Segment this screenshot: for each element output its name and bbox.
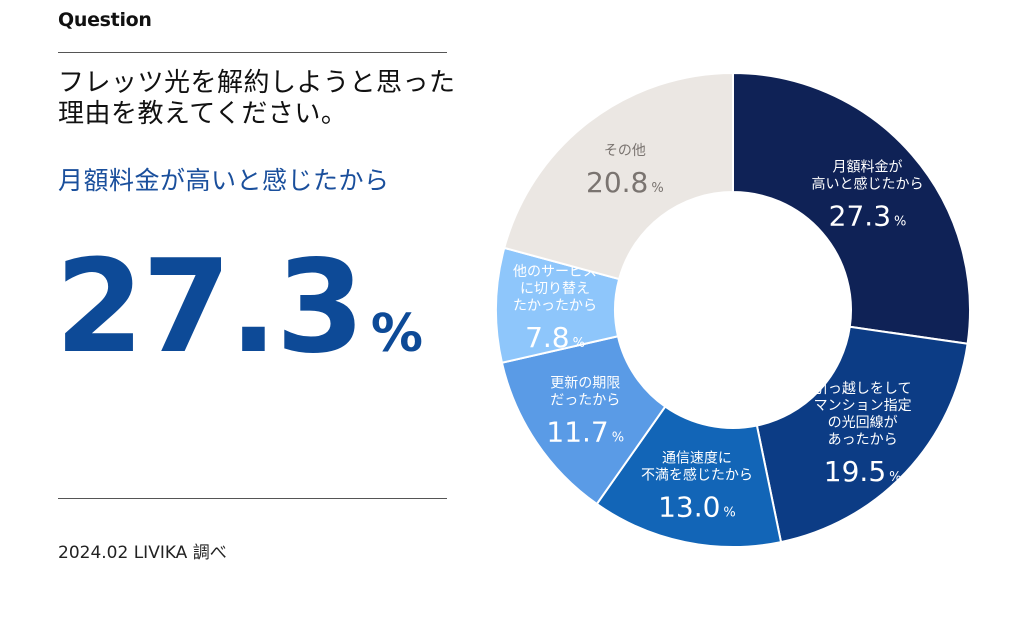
slice-label-3-line-0: 更新の期限 (550, 375, 620, 391)
highlight-answer: 月額料金が高いと感じたから (58, 166, 390, 195)
slice-label-1-line-3: あったから (828, 432, 898, 448)
question-line-2: 理由を教えてください。 (58, 99, 348, 129)
question-label: Question (58, 9, 152, 31)
bottom-divider (58, 498, 447, 499)
slice-label-1-line-0: 引っ越しをして (814, 381, 912, 397)
slice-label-3-line-1: だったから (550, 392, 620, 408)
top-divider (58, 52, 447, 53)
slice-label-1-line-2: の光回線が (828, 415, 898, 431)
highlight-value-block: 27.3% (55, 228, 423, 414)
slice-value-5: 20.8% (586, 166, 664, 199)
slice-value-3: 11.7% (546, 415, 624, 448)
slice-value-2: 13.0% (658, 490, 736, 523)
slice-value-1: 19.5% (824, 455, 902, 488)
slice-value-4: 7.8% (525, 321, 585, 354)
slice-label-0-line-1: 高いと感じたから (812, 175, 924, 192)
slice-label-4-line-1: に切り替え (520, 281, 590, 297)
highlight-value: 27.3 (55, 233, 365, 382)
slice-label-0-line-0: 月額料金が (833, 159, 903, 175)
slice-label-2-line-1: 不満を感じたから (641, 466, 753, 483)
donut-slice-5 (503, 71, 734, 281)
slice-label-5-line-0: その他 (604, 143, 646, 159)
slice-value-0: 27.3% (829, 199, 907, 232)
donut-slice-1 (755, 325, 969, 544)
question-line-1: フレッツ光を解約しようと思った (58, 68, 456, 98)
question-title: フレッツ光を解約しようと思った 理由を教えてください。 (58, 68, 518, 130)
slice-label-4-line-2: たかったから (513, 298, 597, 314)
source-note: 2024.02 LIVIKA 調べ (58, 543, 227, 563)
donut-slice-0 (732, 71, 971, 345)
highlight-unit: % (370, 304, 423, 364)
slice-label-1-line-1: マンション指定 (814, 398, 912, 414)
donut-slice-2 (595, 405, 783, 549)
slice-label-2-line-0: 通信速度に (662, 450, 732, 466)
